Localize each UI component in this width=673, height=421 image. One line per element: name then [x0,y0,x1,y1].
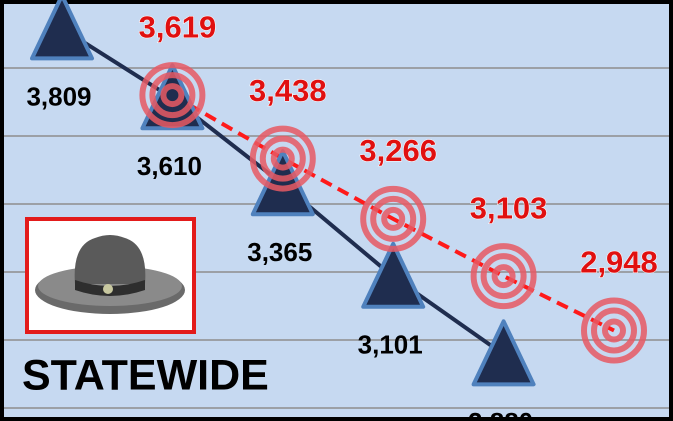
page: STATEWIDE 3,809 3,610 3,365 3,101 2,880 3,619… [0,0,673,421]
data-label: 3,103 [470,190,548,225]
hat-picture [27,219,194,332]
chart: STATEWIDE 3,809 3,610 3,365 3,101 2,880 3,619… [0,0,673,421]
data-label: 2,948 [580,245,658,280]
data-label: 3,438 [249,73,327,108]
hat-badge [103,284,113,294]
data-label: 3,101 [358,330,423,360]
data-label: 3,365 [247,237,312,267]
data-label: 2,880 [468,407,533,421]
data-label: 3,610 [137,151,202,181]
annotation: STATEWIDE [22,351,269,399]
data-label: 3,619 [139,9,217,44]
data-label: 3,266 [359,133,437,168]
data-label: 3,809 [26,81,91,111]
